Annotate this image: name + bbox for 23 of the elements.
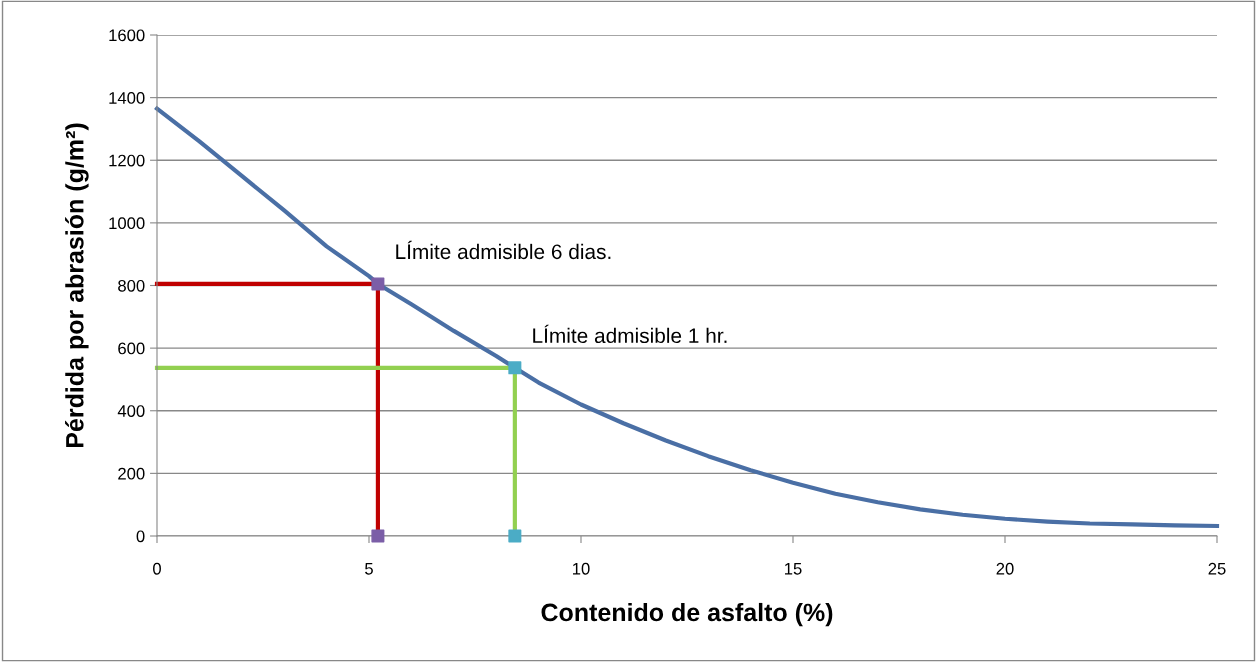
annotation: LÍmite admisible 1 hr. <box>533 324 727 344</box>
y-tick-label: 400 <box>117 405 145 417</box>
x-tick-label: 0 <box>153 562 161 575</box>
point <box>371 277 385 291</box>
y-tick-label: 800 <box>118 279 145 292</box>
annotation: LÍmite admisible 6 dias. <box>396 240 611 260</box>
y-tick-label: 1400 <box>109 92 145 104</box>
point <box>508 361 522 375</box>
y-axis-title: Pérdida por abrasión (g/m²) <box>65 123 89 448</box>
y-tick-label: 1200 <box>109 154 145 167</box>
x-tick-label: 15 <box>785 563 802 575</box>
point <box>508 529 522 543</box>
x-tick-label: 25 <box>1208 562 1226 575</box>
x-tick-label: 10 <box>573 562 590 575</box>
y-tick-label: 600 <box>118 342 145 355</box>
x-axis-title: Contenido de asfalto (%) <box>541 602 833 627</box>
x-tick-label: 20 <box>996 562 1014 575</box>
x-tick-label: 5 <box>365 563 373 575</box>
y-tick-label: 1000 <box>109 217 145 230</box>
y-tick-label: 1600 <box>109 29 145 42</box>
y-tick-label: 200 <box>118 467 145 480</box>
point <box>371 529 385 543</box>
y-tick-label: 0 <box>136 530 145 543</box>
